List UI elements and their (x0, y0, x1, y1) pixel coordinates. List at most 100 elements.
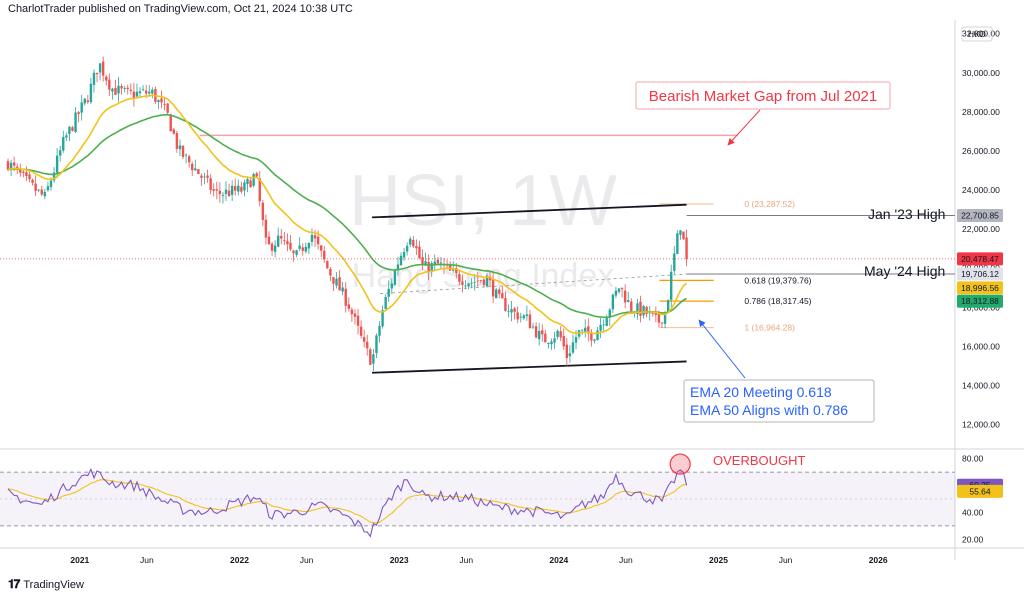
watermark-symbol: HSI, 1W (349, 161, 617, 241)
candle-body (40, 189, 43, 195)
time-tick-label: 2022 (230, 555, 249, 565)
candle-body (46, 186, 50, 191)
candle-body (187, 156, 191, 163)
candle-body (387, 288, 390, 297)
currency-label[interactable]: HKD (968, 29, 986, 39)
overbought-label[interactable]: OVERBOUGHT (713, 453, 806, 468)
time-axis[interactable]: 2021 Jun 2022 Jun 2023 Jun 2024 Jun 2025 Jun 2026 (70, 555, 887, 565)
rsi-tick-label: 20.00 (962, 534, 984, 544)
candle-body (660, 322, 664, 324)
watermark-name: Hang Seng Index (352, 257, 615, 295)
candle-body (62, 137, 65, 151)
candle-body (544, 333, 547, 343)
candle-body (206, 175, 209, 178)
candle-body (138, 91, 142, 94)
candle-body (415, 246, 418, 249)
candle-body (243, 182, 246, 191)
candle-body (163, 104, 166, 106)
candle-body (396, 264, 400, 271)
candle-body (292, 250, 295, 254)
candle-body (427, 261, 430, 273)
candle-body (157, 100, 160, 103)
axis-badge-box (957, 294, 1003, 308)
candle-body (246, 179, 249, 184)
candle-body (270, 243, 274, 251)
candle-body (65, 135, 68, 138)
candle-body (580, 329, 584, 331)
ema-note-line1[interactable]: EMA 20 Meeting 0.618 (690, 384, 832, 400)
time-tick-label: 2021 (70, 555, 89, 565)
gap-label[interactable]: Bearish Market Gap from Jul 2021 (649, 88, 877, 105)
candle-body (494, 289, 498, 299)
ema-50-line[interactable] (7, 113, 687, 319)
candle-body (439, 262, 443, 264)
candle-body (295, 250, 298, 255)
tradingview-footer[interactable]: 𝟏𝟕 TradingView (8, 577, 84, 592)
rsi-line[interactable] (7, 467, 688, 538)
gap-arrow (727, 109, 761, 146)
ema-20-line[interactable] (7, 94, 688, 335)
tradingview-brand: TradingView (23, 578, 84, 591)
candle-body (230, 185, 234, 195)
candle-body (421, 257, 424, 265)
candle-body (516, 312, 519, 320)
candle-body (541, 330, 544, 335)
channel-lower-line[interactable] (371, 360, 687, 374)
candle-body (298, 245, 301, 249)
candle-body (108, 79, 111, 90)
may24-high-label[interactable]: May '24 High (864, 263, 945, 279)
candle-body (362, 337, 366, 342)
candle-body (319, 245, 323, 251)
overbought-circle[interactable] (669, 453, 691, 475)
candle-body (224, 189, 228, 194)
candle-body (184, 154, 188, 156)
candle-body (602, 324, 605, 326)
candle-body (639, 301, 642, 317)
candle-body (498, 289, 501, 294)
key-level-lines[interactable] (686, 214, 955, 275)
ema-note-line2[interactable]: EMA 50 Aligns with 0.786 (690, 402, 848, 418)
candle-body (584, 327, 587, 332)
candle-body (534, 326, 538, 338)
axis-badge-box (957, 252, 1003, 266)
candle-body (255, 173, 258, 177)
fibonacci-retracement[interactable]: 0 (23,287.52) 0.618 (19,379.76) 0.786 (18,… (659, 199, 812, 333)
candle-body (568, 353, 572, 357)
jan23-high-label[interactable]: Jan '23 High (868, 206, 945, 222)
time-tick-label: Jun (140, 555, 154, 565)
price-tick-label: 24,000.00 (962, 185, 1000, 195)
candle-body (464, 285, 467, 287)
axis-badge-label: 18,996.56 (961, 283, 999, 293)
candle-body (34, 183, 37, 192)
currency-box (961, 26, 993, 42)
candle-body (249, 180, 252, 188)
candle-body (670, 271, 673, 300)
candle-body (571, 342, 575, 353)
candle-body (482, 279, 486, 286)
candle-body (74, 112, 77, 132)
candle-body (92, 72, 96, 85)
gap-label-box (635, 81, 891, 110)
candle-body (390, 283, 394, 289)
candle-body (488, 276, 492, 281)
price-axis[interactable]: 32,000.00 30,000.00 28,000.00 26,000.00 24,0… (962, 29, 1000, 430)
candle-body (381, 310, 384, 327)
candle-body (436, 259, 440, 264)
candle-body (458, 274, 461, 282)
candle-body (28, 174, 31, 180)
channel-upper-line[interactable] (371, 203, 687, 219)
candle-body (273, 245, 277, 252)
candle-body (86, 100, 90, 103)
candle-body (574, 337, 578, 343)
candle-body (240, 186, 243, 192)
publish-header: CharlotTrader published on TradingView.c… (8, 3, 353, 15)
candle-body (433, 261, 436, 265)
time-tick-label: 2026 (869, 555, 888, 565)
candle-body (467, 283, 470, 287)
candle-body (31, 179, 34, 183)
candle-body (623, 290, 627, 303)
time-tick-label: Jun (300, 555, 314, 565)
candle-body (418, 246, 421, 259)
